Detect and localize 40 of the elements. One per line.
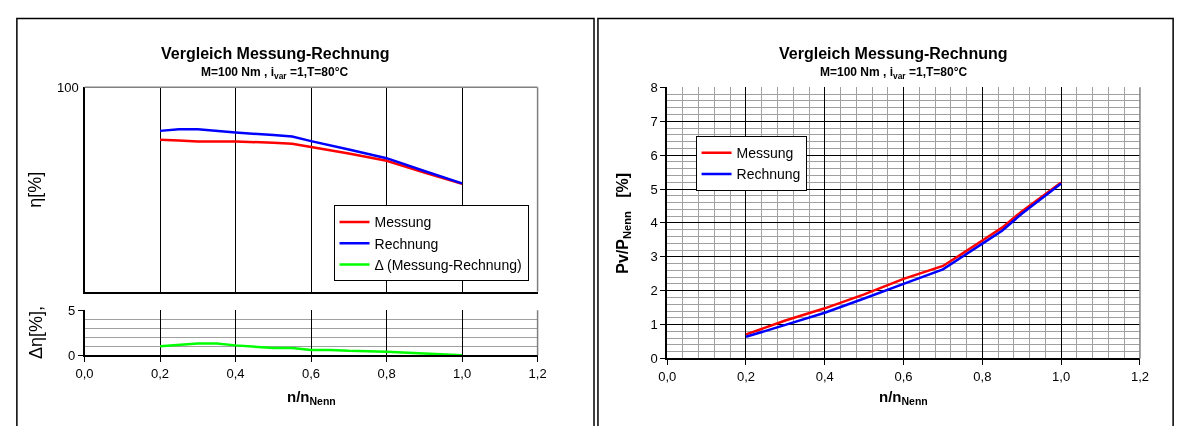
y-tick-label: 2 — [650, 283, 658, 299]
x-tick-label: 0,2 — [736, 368, 756, 384]
x-tick-label: 0,6 — [894, 368, 913, 384]
x-axis-title: n/n$_{Nenn}$ — [879, 388, 928, 408]
y-tick-label: 8 — [650, 79, 658, 95]
chart-title: Vergleich Messung-Rechnung — [779, 45, 1008, 62]
y-axis-title: Δη[%], — [25, 306, 46, 360]
legend-label: Rechnung — [736, 166, 801, 183]
x-tick-label: 0,8 — [377, 365, 396, 381]
x-tick-label: 1,2 — [528, 365, 547, 381]
y-tick-label: 7 — [650, 113, 658, 129]
y-tick-label: 0 — [650, 351, 658, 367]
x-tick-label: 0,4 — [226, 365, 245, 381]
x-tick-label: 1,0 — [453, 365, 472, 381]
y-tick-label: 0 — [67, 347, 76, 363]
y-tick-label: 6 — [650, 147, 658, 163]
x-tick-label: 1,2 — [1130, 368, 1149, 384]
x-tick-label: 0,0 — [658, 368, 677, 384]
y-tick-label: 4 — [650, 215, 658, 231]
chart-title: Vergleich Messung-Rechnung — [161, 45, 390, 62]
legend-label: Messung — [374, 214, 432, 231]
x-axis-title: n/n$_{Nenn}$ — [287, 388, 336, 408]
x-tick-label: 0,0 — [75, 365, 94, 381]
legend-label: Δ (Messung-Rechnung) — [374, 256, 522, 273]
line-series — [158, 342, 464, 356]
chart-subtitle: M=100 Nm , i$_{var}$ =1,T=80°C — [820, 65, 968, 81]
x-tick-label: 1,0 — [1052, 368, 1071, 384]
x-tick-label: 0,2 — [151, 365, 170, 381]
legend-label: Rechnung — [374, 235, 439, 252]
y-tick-label: 5 — [650, 181, 658, 197]
x-tick-label: 0,8 — [973, 368, 992, 384]
y-tick-label: 5 — [67, 302, 76, 318]
text: 100 — [57, 80, 79, 95]
x-tick-label: 0,4 — [815, 368, 834, 384]
y-axis-title: η[%] — [24, 171, 45, 208]
legend-label: Messung — [736, 145, 794, 162]
y-tick-label: 1 — [650, 317, 658, 333]
chart-subtitle: M=100 Nm , i$_{var}$ =1,T=80°C — [201, 65, 349, 81]
y-tick-label: 3 — [650, 249, 658, 265]
x-tick-label: 0,6 — [302, 365, 321, 381]
